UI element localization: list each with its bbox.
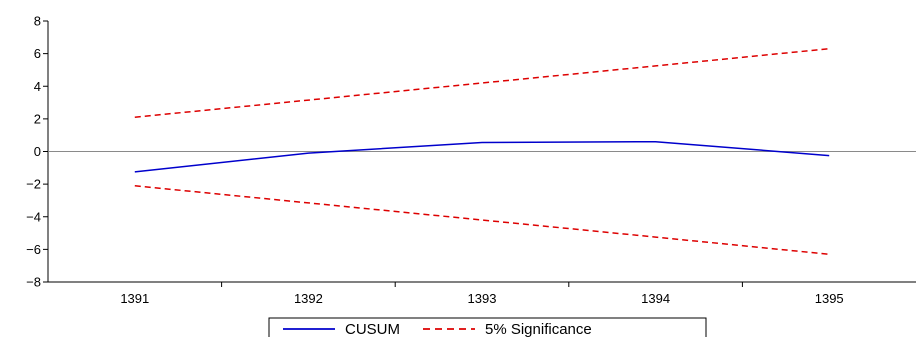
y-tick-label: −8 <box>26 275 41 290</box>
y-tick-label: 4 <box>34 79 41 94</box>
x-tick-label: 1393 <box>468 291 497 306</box>
legend-label-1: 5% Significance <box>485 321 592 337</box>
y-tick-label: −6 <box>26 242 41 257</box>
x-tick-label: 1391 <box>120 291 149 306</box>
y-tick-label: −4 <box>26 209 41 224</box>
series-line-0 <box>134 140 830 173</box>
y-tick-label: 2 <box>34 111 41 126</box>
y-tick-label: 8 <box>34 14 41 29</box>
legend-box <box>268 317 707 337</box>
legend: CUSUM 5% Significance <box>268 317 707 337</box>
x-tick-label: 1394 <box>641 291 670 306</box>
x-axis-ticks: 1391 1392 1393 1394 1395 <box>120 282 844 306</box>
x-tick-label: 1395 <box>815 291 844 306</box>
series-line-2 <box>134 185 830 256</box>
y-tick-label: 6 <box>34 46 41 61</box>
legend-label-0: CUSUM <box>345 321 400 337</box>
x-tick-label: 1392 <box>294 291 323 306</box>
y-tick-label: 0 <box>34 144 41 159</box>
y-tick-label: −2 <box>26 177 41 192</box>
y-axis-ticks: 8 6 4 2 0 −2 −4 −6 −8 <box>26 14 48 290</box>
series-line-1 <box>134 47 830 118</box>
series-layer <box>134 47 830 256</box>
